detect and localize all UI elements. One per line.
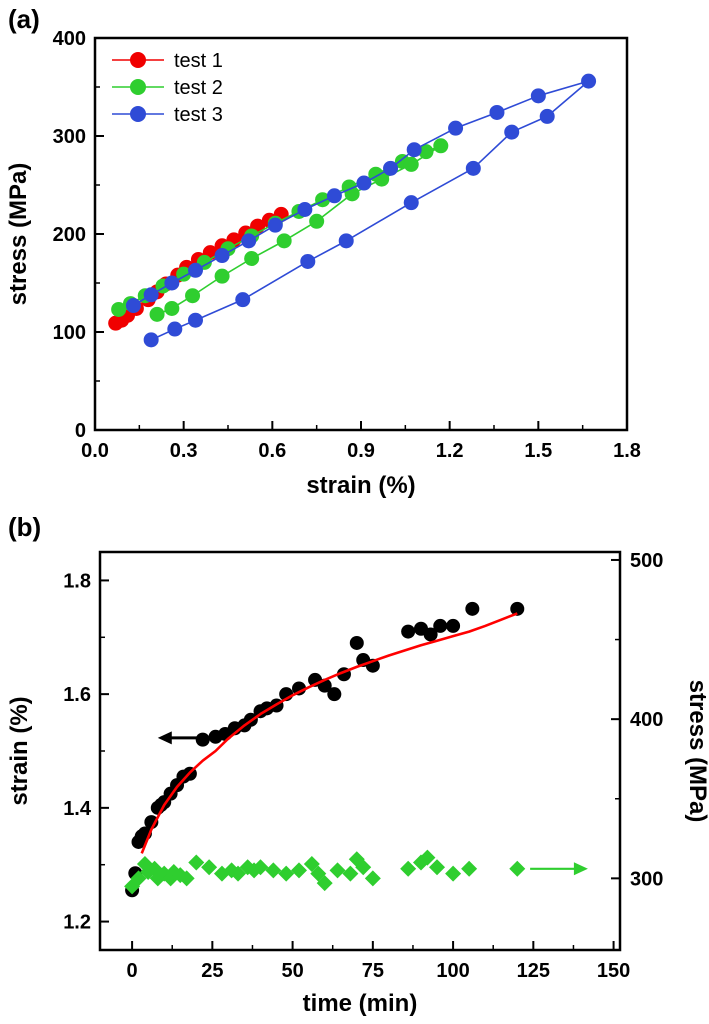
x-tick-label: 1.8 xyxy=(613,440,641,462)
axes: 0.0 0.3 0.6 0.9 1.2 1.5 1.8 0 100 200 300 400 xyxy=(53,28,641,462)
y-tick-label: 1.6 xyxy=(63,684,91,706)
legend-label: test 3 xyxy=(174,104,223,126)
y2-axis-label: stress (MPa) xyxy=(684,680,709,823)
y-axis-label: strain (%) xyxy=(6,696,33,805)
y2-tick-label: 300 xyxy=(630,868,663,890)
x-tick-label: 100 xyxy=(436,960,469,982)
series-test-3 xyxy=(125,73,597,348)
panel-b-label: (b) xyxy=(8,512,42,542)
y-tick-label: 100 xyxy=(53,322,86,344)
legend-entry-test-1: test 1 xyxy=(112,50,223,72)
y-tick-label: 1.2 xyxy=(63,912,91,934)
y-tick-label: 1.8 xyxy=(63,570,91,592)
x-tick-label: 0.3 xyxy=(170,440,198,462)
legend-label: test 1 xyxy=(174,50,223,72)
y-axis-label: stress (MPa) xyxy=(5,163,32,306)
series-strain-data xyxy=(125,601,525,898)
plot-frame xyxy=(98,550,622,952)
x-tick-label: 1.5 xyxy=(524,440,552,462)
legend-entry-test-2: test 2 xyxy=(112,77,223,99)
x-tick-label: 1.2 xyxy=(436,440,464,462)
x-tick-label: 25 xyxy=(201,960,223,982)
x-tick-label: 50 xyxy=(281,960,303,982)
x-tick-label: 0.9 xyxy=(347,440,375,462)
x-tick-label: 125 xyxy=(517,960,550,982)
y2-tick-label: 500 xyxy=(630,550,663,572)
y2-tick-label: 400 xyxy=(630,709,663,731)
x-tick-label: 0 xyxy=(127,960,138,982)
strain-time-chart: 0 25 50 75 100 125 150 1.2 1.4 1.6 1.8 300 400 500 tim… xyxy=(6,550,709,1017)
panel-a-label: (a) xyxy=(8,4,40,34)
x-tick-label: 0.6 xyxy=(258,440,286,462)
legend-label: test 2 xyxy=(174,77,223,99)
x-axis-label: strain (%) xyxy=(306,472,415,499)
stress-axis-arrow xyxy=(530,862,588,876)
legend: test 1 test 2 test 3 xyxy=(112,50,223,126)
series-stress-data xyxy=(124,849,526,895)
x-tick-label: 150 xyxy=(597,960,630,982)
y-tick-label: 200 xyxy=(53,224,86,246)
legend-entry-test-3: test 3 xyxy=(112,104,223,126)
axes: 0 25 50 75 100 125 150 1.2 1.4 1.6 1.8 300 400 500 xyxy=(63,550,663,982)
y-tick-label: 400 xyxy=(53,28,86,50)
strain-axis-arrow xyxy=(157,731,216,745)
x-tick-label: 75 xyxy=(362,960,384,982)
x-tick-label: 0.0 xyxy=(81,440,109,462)
y-tick-label: 0 xyxy=(75,420,86,442)
x-axis-label: time (min) xyxy=(303,990,418,1017)
series-fit-curve xyxy=(140,612,518,854)
stress-strain-chart: 0.0 0.3 0.6 0.9 1.2 1.5 1.8 0 100 200 300 400 strain… xyxy=(5,28,641,499)
y-tick-label: 1.4 xyxy=(63,798,92,820)
y-tick-label: 300 xyxy=(53,126,86,148)
